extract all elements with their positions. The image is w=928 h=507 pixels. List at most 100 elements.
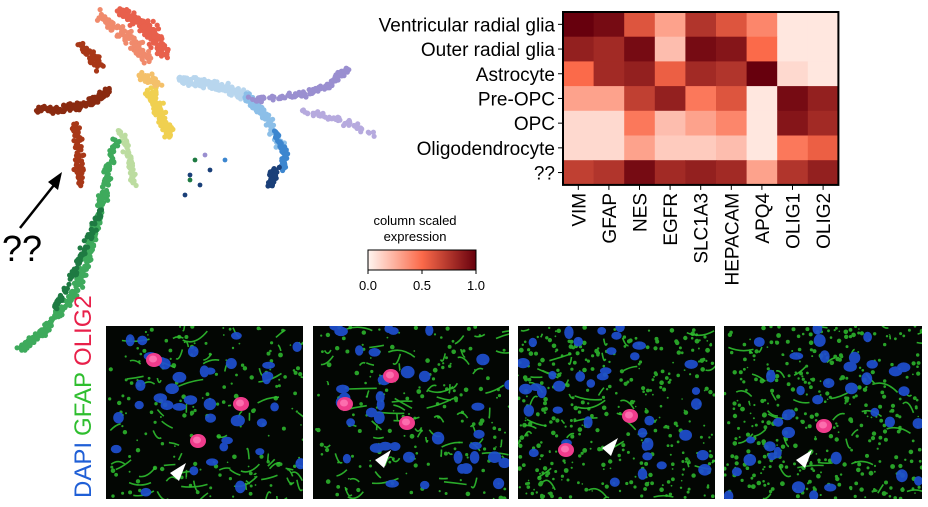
legend-tick-1: 0.5 [413, 278, 431, 293]
heatmap-row-label: Astrocyte [476, 65, 555, 86]
heatmap-cell [716, 160, 748, 186]
heatmap-row-label: ?? [534, 164, 555, 185]
umap-cluster [265, 164, 282, 189]
heatmap-row-label: Pre-OPC [478, 89, 555, 110]
heatmap-cell [807, 160, 839, 186]
heatmap-column-label: NES [631, 193, 652, 232]
heatmap-cell [563, 86, 595, 112]
umap-cluster [94, 7, 154, 66]
heatmap-cell [593, 36, 625, 62]
legend-tick-2: 1.0 [467, 278, 485, 293]
heatmap-column-label: HEPACAM [722, 193, 743, 286]
umap-cluster [114, 6, 171, 61]
heatmap-column-label: APQ4 [753, 192, 774, 243]
legend-tick-0: 0.0 [359, 278, 377, 293]
dapi-nuclei [518, 326, 712, 487]
heatmap-column-label: VIM [569, 193, 590, 227]
heatmap-cell [716, 12, 748, 38]
heatmap-cell [563, 36, 595, 62]
colorbar-legend: column scaled expression 0.0 0.5 1.0 [359, 213, 485, 293]
channel-olig2: OLIG2 [70, 295, 97, 366]
heatmap-cell [654, 160, 686, 186]
heatmap-row-label: Outer radial glia [421, 40, 556, 61]
umap-cluster [142, 84, 176, 140]
heatmap-column-label: SLC1A3 [692, 193, 713, 264]
heatmap-cell [685, 12, 717, 38]
heatmap-cell [807, 61, 839, 87]
umap-cluster [75, 40, 106, 74]
legend-title-line1: column scaled [373, 213, 456, 228]
expression-heatmap: Ventricular radial glia Outer radial glia… [379, 11, 840, 286]
heatmap-cell [654, 12, 686, 38]
heatmap-cell [746, 86, 778, 112]
white-arrowhead-icon [602, 438, 618, 456]
umap-cluster [299, 107, 377, 139]
heatmap-cell [777, 61, 809, 87]
heatmap-cell [654, 86, 686, 112]
umap-cluster [245, 65, 352, 105]
heatmap-cell [624, 86, 656, 112]
umap-outliers [182, 152, 228, 198]
heatmap-cell [807, 135, 839, 161]
umap-cluster [33, 85, 112, 116]
legend-title-line2: expression [384, 229, 447, 244]
umap-cluster [136, 69, 165, 89]
heatmap-cell [716, 86, 748, 112]
heatmap-cell [777, 86, 809, 112]
heatmap-cell [777, 135, 809, 161]
heatmap-column-label: OLIG1 [784, 193, 805, 249]
heatmap-column-label: EGFR [661, 193, 682, 246]
arrow-up-right-icon [19, 172, 62, 229]
heatmap-cell [746, 110, 778, 136]
dapi-nuclei [110, 332, 303, 497]
white-arrowhead-icon [796, 450, 812, 468]
heatmap-cell [685, 135, 717, 161]
heatmap-cell [777, 110, 809, 136]
heatmap-cell [624, 110, 656, 136]
umap-cluster [115, 128, 139, 189]
heatmap-cell [716, 36, 748, 62]
heatmap-cell [624, 12, 656, 38]
umap-cluster [176, 74, 250, 102]
heatmap-cell [654, 135, 686, 161]
olig2-nuclei [146, 353, 249, 448]
heatmap-row-label: Ventricular radial glia [379, 15, 556, 36]
heatmap-column-label: GFAP [600, 193, 621, 244]
heatmap-cell [593, 86, 625, 112]
heatmap-cell [624, 160, 656, 186]
heatmap-cell [777, 12, 809, 38]
heatmap-cell [624, 36, 656, 62]
microscopy-panel-1 [106, 326, 303, 499]
heatmap-cell [807, 110, 839, 136]
olig2-nuclei [558, 409, 638, 457]
heatmap-row-label: Oligodendrocyte [417, 139, 555, 160]
heatmap-column-label: OLIG2 [814, 193, 835, 249]
heatmap-cell [654, 36, 686, 62]
heatmap-cell [563, 160, 595, 186]
channel-gfap: GFAP [70, 371, 97, 436]
heatmap-cell [563, 135, 595, 161]
colorbar [367, 249, 477, 271]
white-arrowhead-icon [375, 450, 391, 468]
heatmap-cell [593, 12, 625, 38]
heatmap-cell [624, 61, 656, 87]
umap-cluster [69, 121, 87, 189]
heatmap-cell [716, 110, 748, 136]
heatmap-cell [746, 160, 778, 186]
umap-plot [14, 6, 377, 353]
heatmap-cell [746, 61, 778, 87]
heatmap-cell [593, 61, 625, 87]
heatmap-cell [563, 61, 595, 87]
heatmap-cell [716, 61, 748, 87]
heatmap-cell [685, 36, 717, 62]
olig2-nuclei [337, 369, 415, 430]
gfap-signal [320, 326, 509, 499]
heatmap-cell [746, 135, 778, 161]
microscopy-panel-4 [724, 326, 922, 499]
heatmap-cell [685, 86, 717, 112]
heatmap-cell [654, 61, 686, 87]
heatmap-cell [746, 12, 778, 38]
olig2-nuclei [816, 419, 832, 433]
heatmap-cell [563, 110, 595, 136]
